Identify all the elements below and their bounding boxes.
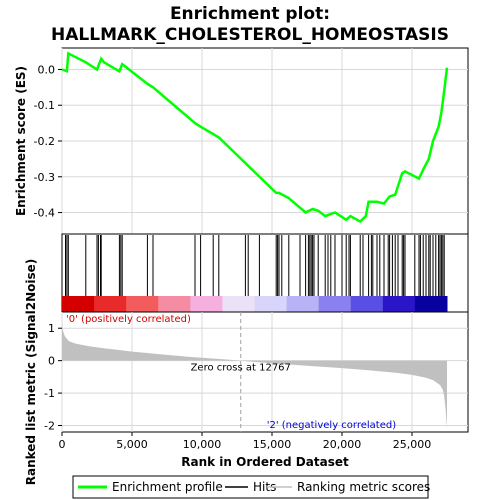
legend-box — [72, 475, 429, 499]
metric-y-ticks: 1 0 -1 -2 — [44, 322, 62, 433]
metric-y-axis-label: Ranked list metric (Signal2Noise) — [24, 259, 38, 486]
zero-cross-label: Zero cross at 12767 — [191, 362, 291, 373]
metric-y-tick-label: -2 — [44, 420, 55, 433]
legend: Enrichment profile Hits Ranking metric s… — [72, 475, 430, 499]
chart-title-line2: HALLMARK_CHOLESTEROL_HOMEOSTASIS — [51, 25, 449, 45]
color-bar-segment — [94, 296, 127, 312]
x-tick-label: 25,000 — [393, 438, 432, 451]
x-axis-label: Rank in Ordered Dataset — [181, 455, 349, 469]
x-tick-label: 15,000 — [253, 438, 292, 451]
color-bar-segment — [382, 296, 416, 312]
color-bar-segment — [222, 296, 255, 312]
es-y-tick-label: -0.2 — [34, 135, 55, 148]
hit-marks — [65, 235, 445, 296]
color-bar-segment — [62, 296, 95, 312]
es-y-tick-label: -0.3 — [34, 171, 55, 184]
metric-y-tick-label: 0 — [48, 355, 55, 368]
es-y-tick-label: 0.0 — [38, 63, 56, 76]
legend-label-enrichment-profile: Enrichment profile — [112, 480, 223, 494]
es-y-ticks: 0.0 -0.1 -0.2 -0.3 -0.4 — [34, 63, 62, 220]
metric-y-tick-label: 1 — [48, 322, 55, 335]
es-y-axis-label: Enrichment score (ES) — [14, 66, 28, 216]
es-y-tick-label: -0.4 — [34, 207, 55, 220]
x-tick-label: 0 — [59, 438, 66, 451]
color-bar-segment — [350, 296, 384, 312]
chart-title-line1: Enrichment plot: — [170, 4, 330, 24]
color-bar-segment — [126, 296, 159, 312]
x-axis-ticks: 0 5,000 10,000 15,000 20,000 25,000 — [59, 432, 432, 451]
x-tick-label: 5,000 — [116, 438, 148, 451]
metric-y-tick-label: -1 — [44, 387, 55, 400]
es-y-tick-label: -0.1 — [34, 99, 55, 112]
color-bar-segment — [318, 296, 352, 312]
positively-correlated-label: '0' (positively correlated) — [66, 314, 191, 325]
color-bar-segment — [158, 296, 191, 312]
enrichment-profile-line — [61, 51, 449, 224]
x-tick-label: 10,000 — [183, 438, 222, 451]
color-bar-segment — [414, 296, 448, 312]
color-bar-segment — [286, 296, 320, 312]
legend-label-hits: Hits — [253, 480, 276, 494]
negatively-correlated-label: '2' (negatively correlated) — [267, 420, 396, 431]
ranking-color-bar — [62, 296, 448, 312]
legend-label-ranking-metric: Ranking metric scores — [297, 480, 430, 494]
x-tick-label: 20,000 — [323, 438, 362, 451]
color-bar-segment — [254, 296, 288, 312]
color-bar-segment — [190, 296, 223, 312]
